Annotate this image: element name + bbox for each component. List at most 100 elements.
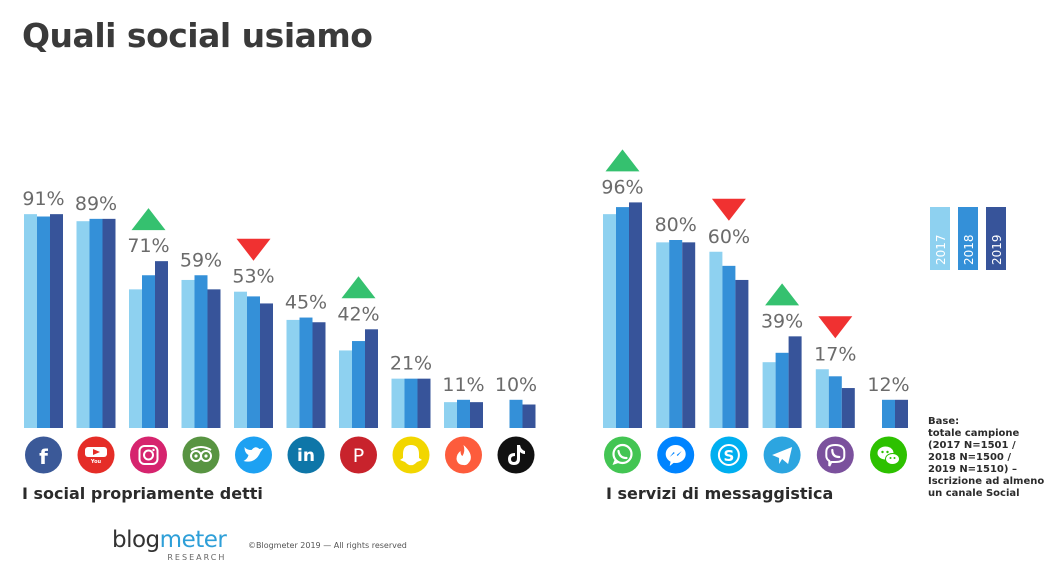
telegram-icon — [763, 436, 801, 474]
legend-label-2017: 2017 — [934, 234, 948, 265]
trend-up-icon-telegram — [765, 283, 800, 306]
bar-twitter-2018 — [247, 296, 260, 428]
bar-telegram-2018 — [775, 352, 789, 428]
bar-instagram-2018 — [142, 275, 155, 428]
bar-skype-2017 — [709, 251, 723, 428]
copyright: ©Blogmeter 2019 — All rights reserved — [248, 541, 407, 550]
trend-down-icon-viber — [818, 316, 853, 339]
bar-messenger-2017 — [656, 242, 670, 428]
svg-text:in: in — [297, 446, 315, 466]
bar-twitter-2017 — [234, 291, 247, 428]
bar-telegram-2017 — [762, 362, 776, 428]
svg-text:S: S — [723, 447, 734, 465]
bar-skype-2019 — [735, 279, 749, 428]
bar-wechat-2019 — [895, 399, 908, 428]
bar-snapchat-2019 — [417, 378, 431, 428]
messaging-group-label: I servizi di messaggistica — [606, 484, 834, 503]
tripadvisor-icon — [182, 436, 220, 474]
bar-tripadvisor-2018 — [194, 275, 208, 428]
brand-sub: RESEARCH — [167, 553, 227, 562]
trend-up-icon-pinterest — [341, 276, 376, 299]
bar-telegram-2019 — [788, 336, 802, 428]
instagram-icon — [130, 436, 167, 474]
base-note: Base: totale campione (2017 N=1501 / 201… — [928, 416, 1045, 499]
bar-youtube-2018 — [89, 218, 103, 428]
legend-swatch-2017 — [930, 207, 950, 270]
brand-meter: meter — [159, 527, 227, 553]
bar-wechat-2018 — [882, 399, 895, 428]
bar-viber-2018 — [828, 376, 842, 428]
bar-instagram-2019 — [155, 261, 168, 428]
value-label-whatsapp: 96% — [601, 176, 643, 198]
bar-pinterest-2019 — [365, 329, 378, 428]
bar-whatsapp-2017 — [603, 214, 616, 428]
blogmeter-logo: blogmeter RESEARCH — [112, 527, 227, 562]
bar-skype-2018 — [722, 265, 736, 428]
value-label-tripadvisor: 59% — [180, 249, 222, 271]
value-label-facebook: 91% — [22, 188, 64, 210]
bar-facebook-2017 — [24, 214, 37, 428]
facebook-icon: f — [25, 436, 62, 474]
legend-swatch-2018 — [958, 207, 978, 270]
value-label-twitter: 53% — [232, 266, 274, 288]
wechat-icon — [870, 436, 907, 474]
legend-swatch-2019 — [986, 207, 1006, 270]
messenger-icon — [657, 436, 695, 474]
value-label-viber: 17% — [814, 343, 856, 365]
value-label-telegram: 39% — [761, 310, 803, 332]
tiktok-icon — [497, 436, 535, 474]
tinder-icon — [445, 436, 482, 474]
bar-facebook-2019 — [50, 214, 63, 428]
bar-tiktok-2018 — [509, 399, 523, 428]
bar-snapchat-2017 — [391, 378, 405, 428]
social-group-label: I social propriamente detti — [22, 484, 263, 503]
viber-icon — [816, 436, 854, 474]
legend-label-2019: 2019 — [990, 234, 1004, 265]
bar-youtube-2019 — [102, 218, 116, 428]
brand-blog: blog — [112, 527, 160, 553]
bar-youtube-2017 — [76, 221, 90, 428]
svg-text:f: f — [39, 445, 48, 469]
svg-text:You: You — [90, 459, 102, 465]
value-label-snapchat: 21% — [390, 353, 432, 375]
bar-messenger-2018 — [669, 240, 683, 428]
bar-viber-2019 — [841, 388, 855, 428]
twitter-icon — [235, 436, 272, 474]
bar-tripadvisor-2019 — [207, 289, 221, 428]
bar-tinder-2018 — [457, 399, 470, 428]
bar-twitter-2019 — [260, 303, 273, 428]
bar-snapchat-2018 — [404, 378, 418, 428]
value-label-skype: 60% — [708, 226, 750, 248]
linkedin-icon: in — [287, 436, 325, 474]
bar-tripadvisor-2017 — [181, 279, 195, 428]
messaging-bar-chart: 96% 80% 60% 39% 17% 12% — [601, 149, 910, 428]
bar-facebook-2018 — [37, 216, 50, 428]
bar-pinterest-2018 — [352, 341, 365, 428]
bar-tinder-2017 — [444, 402, 457, 428]
page-title: Quali social usiamo — [22, 16, 373, 55]
bar-whatsapp-2018 — [616, 207, 629, 428]
value-label-messenger: 80% — [655, 214, 697, 236]
bar-linkedin-2018 — [299, 317, 313, 428]
bar-pinterest-2017 — [339, 350, 352, 428]
svg-text:P: P — [353, 445, 364, 467]
whatsapp-icon — [604, 436, 641, 474]
skype-icon: S — [710, 436, 748, 474]
bar-messenger-2019 — [682, 242, 696, 428]
bar-tinder-2019 — [470, 402, 483, 428]
bar-instagram-2017 — [129, 289, 142, 428]
trend-down-icon-skype — [711, 198, 746, 221]
value-label-linkedin: 45% — [285, 292, 327, 314]
value-label-tinder: 11% — [442, 374, 484, 396]
trend-up-icon-instagram — [131, 208, 166, 231]
legend-label-2018: 2018 — [962, 234, 976, 265]
value-label-tiktok: 10% — [495, 374, 537, 396]
trend-up-icon-whatsapp — [605, 149, 640, 172]
pinterest-icon: P — [340, 436, 377, 474]
social-bar-chart: 91% 89% 71% 59% 53% 45% 42% 21% 11% 10% — [22, 188, 537, 428]
bar-linkedin-2019 — [312, 322, 326, 428]
youtube-icon: You — [77, 436, 115, 474]
bar-tiktok-2019 — [522, 404, 536, 428]
snapchat-icon — [392, 436, 430, 474]
